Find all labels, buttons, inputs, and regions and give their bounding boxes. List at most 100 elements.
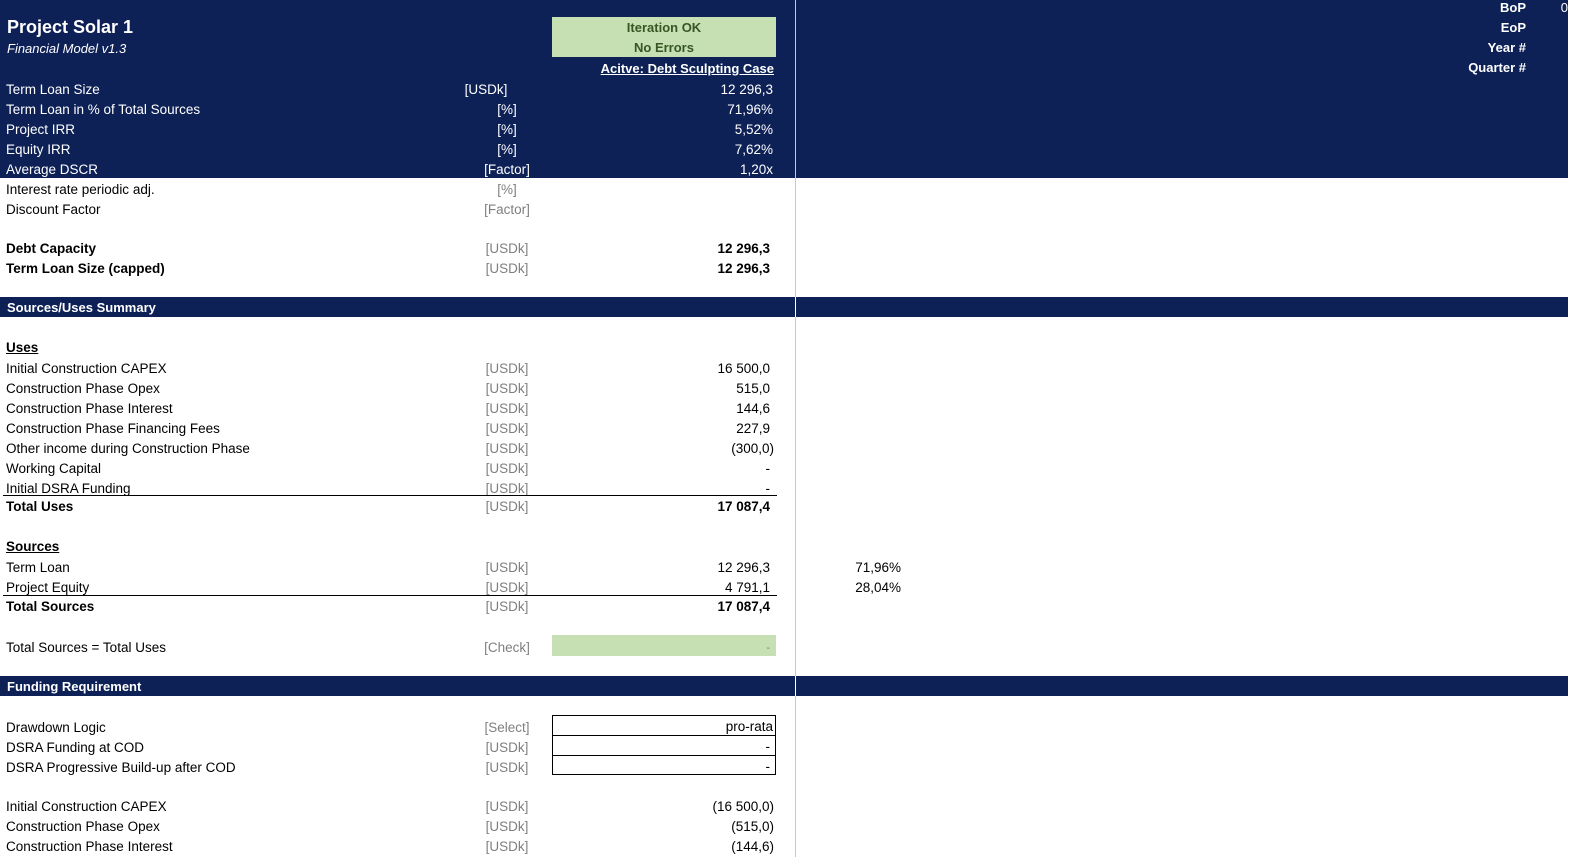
uses-title: Uses	[6, 340, 39, 355]
funding-label: Initial Construction CAPEX	[6, 799, 167, 814]
timeline-label-year: Year #	[1487, 40, 1526, 55]
term-loan-capped-unit: [USDk]	[485, 261, 529, 276]
timeline-label-eop: EoP	[1500, 20, 1526, 35]
timeline-label-quarter: Quarter #	[1468, 60, 1526, 75]
kpi-label: Term Loan Size	[6, 82, 100, 97]
section-title-sources-uses: Sources/Uses Summary	[7, 300, 156, 315]
status-errors: No Errors	[634, 40, 694, 55]
kpi-value: 7,62%	[734, 142, 773, 157]
check-unit: [Check]	[484, 640, 530, 655]
uses-unit: [USDk]	[485, 481, 529, 496]
kpi-unit: [Factor]	[484, 162, 530, 177]
uses-label: Construction Phase Opex	[6, 381, 160, 396]
uses-value: 16 500,0	[717, 361, 770, 376]
section-title-funding: Funding Requirement	[7, 679, 142, 694]
kpi-unit: [USDk]	[464, 82, 508, 97]
dsra-buildup-input[interactable]: -	[765, 759, 771, 774]
total-uses-unit: [USDk]	[485, 499, 529, 514]
sources-unit: [USDk]	[485, 560, 529, 575]
uses-value: -	[765, 481, 771, 496]
check-label: Total Sources = Total Uses	[6, 640, 166, 655]
uses-unit: [USDk]	[485, 401, 529, 416]
dsra-buildup-label: DSRA Progressive Build-up after COD	[6, 760, 236, 775]
drawdown-logic-unit: [Select]	[484, 720, 530, 735]
uses-unit: [USDk]	[485, 441, 529, 456]
uses-label: Working Capital	[6, 461, 102, 476]
debt-capacity-label: Debt Capacity	[6, 241, 97, 256]
kpi-label: Average DSCR	[6, 162, 99, 177]
kpi-label: Equity IRR	[6, 142, 71, 157]
uses-unit: [USDk]	[485, 461, 529, 476]
total-sources-label: Total Sources	[6, 599, 95, 614]
timeline-value-eop: 3	[1560, 20, 1568, 35]
status-iteration: Iteration OK	[626, 20, 702, 35]
funding-value: (16 500,0)	[712, 799, 774, 814]
section-bar-funding	[0, 676, 1568, 696]
debt-capacity-value: 12 296,3	[717, 241, 770, 256]
uses-unit: [USDk]	[485, 381, 529, 396]
section-bar-sources-uses	[0, 297, 1568, 317]
funding-unit: [USDk]	[485, 799, 529, 814]
term-loan-capped-label: Term Loan Size (capped)	[6, 261, 165, 276]
total-uses-value: 17 087,4	[717, 499, 770, 514]
timeline-label-bop: BoP	[1500, 0, 1526, 15]
kpi-unit: [%]	[497, 102, 517, 117]
drawdown-logic-label: Drawdown Logic	[6, 720, 106, 735]
input-separator	[552, 735, 776, 736]
uses-label: Initial Construction CAPEX	[6, 361, 167, 376]
check-value: -	[766, 642, 770, 654]
total-uses-label: Total Uses	[6, 499, 74, 514]
funding-unit: [USDk]	[485, 819, 529, 834]
kpi-label: Term Loan in % of Total Sources	[6, 102, 201, 117]
uses-value: 515,0	[736, 381, 770, 396]
funding-value: (144,6)	[731, 839, 774, 854]
uses-label: Initial DSRA Funding	[6, 481, 131, 496]
total-sources-unit: [USDk]	[485, 599, 529, 614]
uses-unit: [USDk]	[485, 361, 529, 376]
drawdown-logic-select[interactable]: pro-rata	[725, 719, 773, 734]
uses-value: -	[765, 461, 771, 476]
kpi-unit: [%]	[497, 122, 517, 137]
kpi-value: 1,20x	[739, 162, 773, 177]
dsra-buildup-unit: [USDk]	[485, 760, 529, 775]
section-divider	[795, 297, 796, 317]
input-box	[552, 715, 776, 775]
page-subtitle: Financial Model v1.3	[7, 41, 127, 56]
misc-unit-discount: [Factor]	[484, 202, 530, 217]
sources-pct: 28,04%	[855, 580, 901, 595]
uses-label: Other income during Construction Phase	[6, 441, 250, 456]
sources-pct: 71,96%	[855, 560, 901, 575]
total-uses-rule	[3, 495, 777, 496]
kpi-value: 12 296,3	[720, 82, 773, 97]
check-cell	[552, 635, 776, 656]
misc-label-interest-adj: Interest rate periodic adj.	[6, 182, 155, 197]
kpi-unit: [%]	[497, 142, 517, 157]
uses-label: Construction Phase Financing Fees	[6, 421, 220, 436]
funding-value: (515,0)	[731, 819, 774, 834]
term-loan-capped-value: 12 296,3	[717, 261, 770, 276]
dsra-cod-input[interactable]: -	[765, 739, 771, 754]
section-divider	[795, 676, 796, 696]
total-sources-rule	[3, 595, 777, 596]
kpi-label: Project IRR	[6, 122, 76, 137]
header-band	[0, 0, 1568, 178]
sources-title: Sources	[6, 539, 60, 554]
misc-unit-interest-adj: [%]	[497, 182, 517, 197]
page-title: Project Solar 1	[7, 17, 134, 37]
total-sources-value: 17 087,4	[717, 599, 770, 614]
sources-label: Project Equity	[6, 580, 90, 595]
uses-value: 144,6	[736, 401, 770, 416]
sources-value: 4 791,1	[724, 580, 770, 595]
uses-label: Construction Phase Interest	[6, 401, 173, 416]
column-divider	[795, 0, 796, 857]
kpi-value: 5,52%	[734, 122, 773, 137]
sources-label: Term Loan	[6, 560, 70, 575]
uses-value: (300,0)	[731, 441, 774, 456]
uses-unit: [USDk]	[485, 421, 529, 436]
active-case-label: Acitve: Debt Sculpting Case	[600, 61, 774, 76]
timeline-value-bop: 0	[1560, 0, 1568, 15]
status-box	[552, 17, 776, 57]
sources-unit: [USDk]	[485, 580, 529, 595]
uses-value: 227,9	[736, 421, 770, 436]
dsra-cod-label: DSRA Funding at COD	[6, 740, 145, 755]
